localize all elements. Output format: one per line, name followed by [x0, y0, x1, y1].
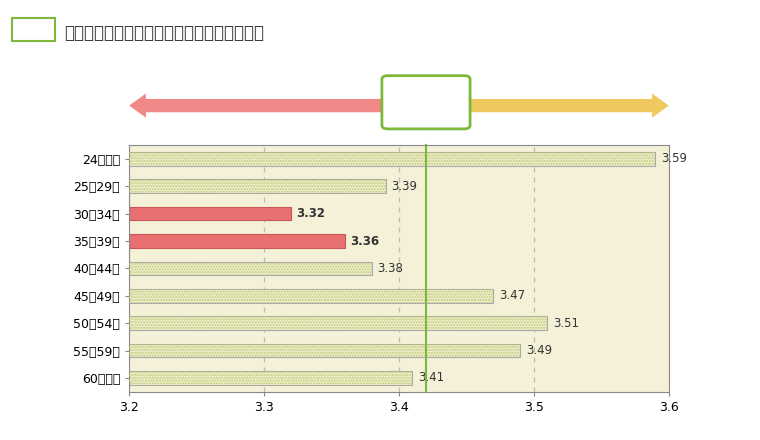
Bar	[129, 152, 655, 166]
Bar	[129, 234, 345, 248]
Text: 3.36: 3.36	[350, 235, 379, 248]
Bar	[129, 371, 413, 385]
Text: 3.42: 3.42	[409, 106, 443, 120]
Text: 前回調査における年齢階層別の回答の平均値: 前回調査における年齢階層別の回答の平均値	[65, 24, 264, 42]
Text: 3.49: 3.49	[526, 344, 552, 357]
Bar	[129, 180, 385, 193]
Bar	[129, 261, 372, 275]
Bar	[129, 316, 547, 330]
Text: 3.47: 3.47	[499, 289, 525, 302]
Text: 総平均値: 総平均値	[411, 90, 441, 103]
Bar	[129, 152, 655, 166]
Bar	[129, 180, 385, 193]
Text: 3.39: 3.39	[391, 180, 417, 193]
Bar	[129, 371, 413, 385]
Text: 3.51: 3.51	[553, 317, 579, 330]
Bar	[129, 261, 372, 275]
Text: 肯定的傾向: 肯定的傾向	[549, 99, 587, 112]
Text: 3.38: 3.38	[378, 262, 404, 275]
Bar	[129, 289, 493, 303]
Bar	[129, 207, 291, 220]
Bar	[129, 344, 521, 357]
Text: 図3: 図3	[25, 23, 42, 36]
Text: 否定的傾向: 否定的傾向	[238, 99, 275, 112]
Bar	[129, 344, 521, 357]
Bar	[129, 316, 547, 330]
Text: 3.59: 3.59	[660, 152, 687, 165]
Bar	[129, 289, 493, 303]
Text: 3.32: 3.32	[296, 207, 325, 220]
Text: 3.41: 3.41	[418, 371, 444, 385]
